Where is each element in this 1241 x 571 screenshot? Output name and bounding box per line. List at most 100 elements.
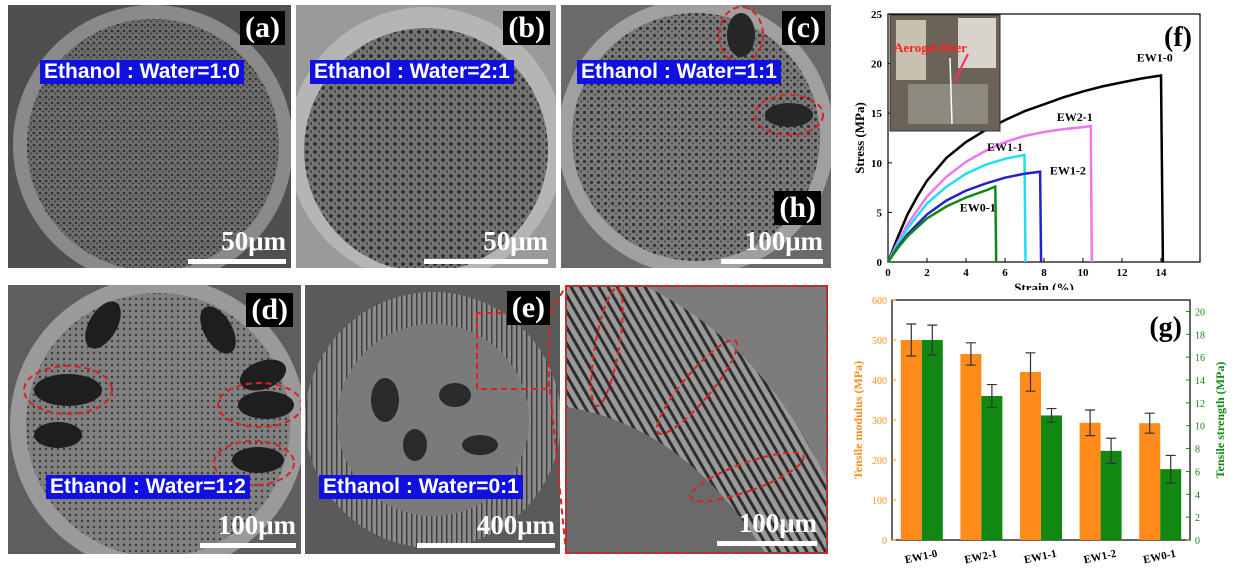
y2-tick-label-g: 4 xyxy=(1195,490,1200,501)
x-tick-label-f: 2 xyxy=(924,267,930,279)
scale-bar-c: 100μm xyxy=(721,227,823,264)
y-tick-label-f: 20 xyxy=(871,59,883,71)
y2-tick-label-g: 16 xyxy=(1195,353,1205,364)
panel-letter-f: (f) xyxy=(1164,22,1192,53)
y2-tick-label-g: 14 xyxy=(1195,376,1205,387)
x-tick-label-f: 0 xyxy=(885,267,891,279)
strength-bar-EW0-1 xyxy=(1160,469,1182,540)
strength-error-EW2-1 xyxy=(986,383,997,409)
sem-panel-c: (c) Ethanol : Water=1:1 (h) 100μm xyxy=(561,5,831,268)
panel-letter-c: (c) xyxy=(781,11,825,45)
modulus-error-EW1-2 xyxy=(1085,409,1096,437)
strength-error-EW1-2 xyxy=(1106,437,1117,465)
category-label-EW2-1: EW2-1 xyxy=(963,548,998,567)
category-label-EW1-2: EW1-2 xyxy=(1083,548,1118,567)
scale-bar-label-zoom: 100μm xyxy=(738,508,817,538)
y2-tick-label-g: 6 xyxy=(1195,467,1200,478)
series-label-EW0-1: EW0-1 xyxy=(960,200,996,214)
modulus-error-EW0-1 xyxy=(1144,412,1155,434)
highlight-ellipse-c1 xyxy=(718,6,764,64)
strength-error-EW1-1 xyxy=(1046,407,1057,423)
highlight-ellipse-z2 xyxy=(655,339,739,435)
series-label-EW1-2: EW1-2 xyxy=(1050,164,1086,178)
series-label-EW1-1: EW1-1 xyxy=(987,140,1023,154)
y2-tick-label-g: 18 xyxy=(1195,330,1205,341)
series-line-EW0-1 xyxy=(886,184,998,263)
zoom-connector xyxy=(549,285,567,553)
category-label-EW1-1: EW1-1 xyxy=(1023,548,1058,567)
x-axis-label-f: Strain (%) xyxy=(1014,280,1074,290)
y2-tick-label-g: 8 xyxy=(1195,445,1200,456)
y-tick-label-g: 200 xyxy=(872,456,887,467)
scale-bar-zoom: 100μm xyxy=(717,509,817,546)
scale-bar-e: 400μm xyxy=(417,511,555,548)
y2-tick-label-g: 12 xyxy=(1195,399,1205,410)
y2-tick-label-g: 2 xyxy=(1195,513,1200,524)
x-tick-label-f: 4 xyxy=(963,267,969,279)
y-tick-label-g: 600 xyxy=(872,296,887,307)
modulus-error-EW1-0 xyxy=(906,323,917,357)
scale-bar-label-d: 100μm xyxy=(217,510,296,540)
y-tick-label-g: 300 xyxy=(872,416,887,427)
y-axis-label-g: Tensile modulus (MPa) xyxy=(851,361,865,479)
sem-panel-d: (d) Ethanol : Water=1:2 100μm xyxy=(8,285,301,554)
strength-bar-EW1-1 xyxy=(1041,415,1062,540)
modulus-bar-EW1-1 xyxy=(1020,372,1041,540)
y-tick-label-f: 5 xyxy=(877,207,883,219)
y-tick-label-g: 500 xyxy=(872,336,887,347)
stress-strain-chart: 0 2 4 6 8 10 12 14 0 5 10 15 20 25 Strain (%) Stress (M… xyxy=(852,9,1201,290)
highlight-ellipse-z3 xyxy=(689,451,805,503)
scale-bar-label-e: 400μm xyxy=(476,510,555,540)
x-tick-label-f: 10 xyxy=(1078,267,1090,279)
scale-bar-b: 50μm xyxy=(424,227,548,264)
panel-letter-a: (a) xyxy=(240,11,285,45)
solvent-ratio-label-c: Ethanol : Water=1:1 xyxy=(577,60,781,84)
modulus-bar-EW1-2 xyxy=(1079,422,1101,540)
sem-panel-b: (b) Ethanol : Water=2:1 50μm xyxy=(296,5,556,268)
solvent-ratio-label-d: Ethanol : Water=1:2 xyxy=(46,475,250,499)
y-tick-label-g: 100 xyxy=(872,496,887,507)
category-label-EW0-1: EW0-1 xyxy=(1142,548,1177,567)
panel-letter-b: (b) xyxy=(503,11,550,45)
strength-bar-EW1-2 xyxy=(1100,450,1122,540)
inset-label: Aerogel fiber xyxy=(894,40,967,55)
tensile-bar-chart: 0 100 200 300 400 500 600 0 2 4 6 8 10 12 14 16 18 20 Tens… xyxy=(851,296,1227,567)
series-line-EW1-1 xyxy=(886,153,1027,263)
x-tick-label-f: 12 xyxy=(1117,267,1129,279)
inset-machine-base xyxy=(908,84,988,124)
y-tick-label-f: 0 xyxy=(877,257,883,269)
strength-error-EW1-0 xyxy=(927,324,938,356)
series-line-EW2-1 xyxy=(886,124,1094,263)
x-tick-label-f: 8 xyxy=(1041,267,1047,279)
solvent-ratio-label-b: Ethanol : Water=2:1 xyxy=(310,60,514,84)
series-line-EW1-2 xyxy=(886,170,1043,263)
series-label-EW2-1: EW2-1 xyxy=(1057,110,1093,124)
y-tick-label-f: 10 xyxy=(871,158,883,170)
strength-bar-EW1-0 xyxy=(921,340,943,540)
x-tick-label-f: 6 xyxy=(1002,267,1008,279)
y-tick-label-g: 400 xyxy=(872,376,887,387)
highlight-ellipse-d2 xyxy=(217,382,301,428)
solvent-ratio-label-e: Ethanol : Water=0:1 xyxy=(319,475,523,499)
highlight-ellipse-d3 xyxy=(213,440,295,486)
scale-bar-label-c: 100μm xyxy=(744,226,823,256)
sem-image-zoom xyxy=(567,287,826,552)
y2-tick-label-g: 20 xyxy=(1195,307,1205,318)
series-line-EW1-0 xyxy=(886,74,1165,263)
inset-arrow xyxy=(953,53,969,83)
category-label-EW1-0: EW1-0 xyxy=(904,548,939,567)
sem-panel-zoom: 100μm xyxy=(565,285,828,554)
inset-machine-left xyxy=(896,20,926,80)
modulus-error-EW2-1 xyxy=(965,342,976,366)
modulus-bar-EW2-1 xyxy=(960,354,982,540)
modulus-bar-EW0-1 xyxy=(1139,423,1161,540)
strength-error-EW0-1 xyxy=(1165,454,1176,484)
series-label-EW1-0: EW1-0 xyxy=(1137,51,1173,65)
scale-bar-d: 100μm xyxy=(200,511,296,548)
y-tick-label-f: 15 xyxy=(871,108,883,120)
inset-photo: Aerogel fiber xyxy=(889,14,1001,132)
highlight-ellipse-d1 xyxy=(23,365,113,415)
y-tick-label-g: 0 xyxy=(882,536,887,547)
y-tick-label-f: 25 xyxy=(871,9,883,21)
y-axis-label-f: Stress (MPa) xyxy=(852,102,867,174)
